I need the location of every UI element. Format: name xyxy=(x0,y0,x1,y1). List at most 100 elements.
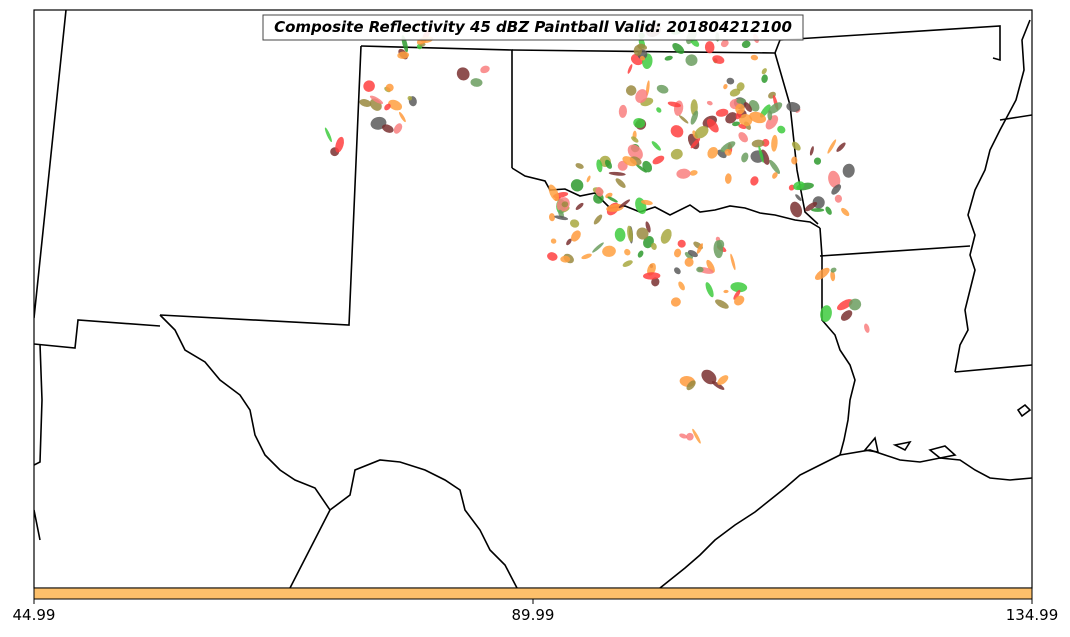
paintball-cell xyxy=(674,248,682,258)
paintball-cell xyxy=(864,323,870,333)
paintball-cell xyxy=(607,196,618,203)
paintball-cell xyxy=(670,297,681,307)
paintball-cell xyxy=(738,124,747,130)
paintball-cell xyxy=(456,67,470,81)
paintball-cell xyxy=(793,181,805,191)
paintball-cell xyxy=(643,272,661,280)
paintball-cell xyxy=(712,55,725,64)
paintball-cell xyxy=(813,157,822,165)
boundary-ar-south xyxy=(819,245,971,257)
paintball-cell xyxy=(711,381,725,390)
paintball-cell xyxy=(738,132,748,143)
paintball-cell xyxy=(735,103,745,115)
paintball-cell xyxy=(804,201,818,212)
paintball-cell xyxy=(684,257,694,267)
paintball-cell xyxy=(639,55,646,61)
paintball-cell xyxy=(761,74,768,83)
paintball-cell xyxy=(704,41,715,54)
paintball-cell xyxy=(561,201,569,208)
coast-island-2 xyxy=(863,436,880,453)
paintball-cell xyxy=(730,282,748,293)
paintball-cell xyxy=(741,40,751,48)
paintball-cell xyxy=(398,111,406,123)
boundary-mexico-south xyxy=(34,509,41,541)
paintball-cell xyxy=(744,102,752,113)
boundary-ok-panhandle-north xyxy=(360,45,513,168)
boundary-la-ms xyxy=(954,364,1032,373)
paintball-cell xyxy=(678,281,685,291)
paintball-cell xyxy=(751,139,765,148)
paintball-cell xyxy=(652,155,665,165)
paintball-cell xyxy=(713,240,724,259)
colorbar-tick-label-2: 134.99 xyxy=(1006,606,1059,624)
paintball-cell xyxy=(686,432,694,441)
paintball-cell xyxy=(828,170,841,188)
paintball-cell xyxy=(724,148,732,156)
paintball-cell xyxy=(726,77,735,85)
paintball-cell xyxy=(836,142,846,152)
paintball-cell xyxy=(324,127,332,143)
paintball-cell xyxy=(570,230,581,242)
paintball-cell xyxy=(636,227,649,240)
paintball-cell xyxy=(592,242,604,253)
paintball-cell xyxy=(706,118,719,133)
paintball-cell xyxy=(627,64,633,74)
paintball-cell xyxy=(795,194,802,201)
paintball-cell xyxy=(788,184,795,191)
state-boundaries xyxy=(34,10,1032,588)
paintball-cell xyxy=(679,433,688,439)
paintball-cell xyxy=(593,214,603,225)
coast-island-4 xyxy=(928,445,957,459)
paintball-cell xyxy=(637,250,644,258)
paintball-cell xyxy=(622,260,633,267)
paintball-cell xyxy=(758,145,764,163)
paintball-cell xyxy=(771,134,778,152)
paintball-cell xyxy=(672,42,685,55)
paintball-cell xyxy=(548,184,560,202)
title-box: Composite Reflectivity 45 dBZ Paintball … xyxy=(262,14,804,41)
paintball-cell xyxy=(678,115,689,124)
paintball-cell xyxy=(664,55,673,61)
paintball-cell xyxy=(385,83,394,92)
paintball-cell xyxy=(622,156,637,167)
paintball-cell xyxy=(840,310,853,321)
paintball-cell xyxy=(656,84,669,94)
coast-island-3 xyxy=(892,440,912,452)
paintball-cell xyxy=(690,138,701,149)
paintball-cell xyxy=(786,102,801,112)
boundary-mexico-west xyxy=(289,509,331,588)
boundary-ok-north xyxy=(511,25,1001,62)
paintball-cell xyxy=(608,171,626,176)
paintball-cell xyxy=(723,83,728,90)
paintball-cell xyxy=(670,148,683,160)
paintball-cell xyxy=(725,112,738,124)
paintball-cell xyxy=(651,141,661,151)
paintball-cell xyxy=(670,125,684,138)
paintball-cell xyxy=(586,175,591,183)
paintball-cell xyxy=(618,199,631,209)
paintball-cell xyxy=(554,215,569,221)
paintball-cell xyxy=(651,242,657,250)
paintball-cell xyxy=(848,298,862,311)
paintball-cell xyxy=(595,187,604,197)
paintball-cell xyxy=(626,85,637,96)
paintball-cell xyxy=(359,99,372,107)
coast-island-1 xyxy=(1016,403,1032,418)
paintball-cell xyxy=(717,375,729,386)
paintball-cell xyxy=(470,78,483,87)
paintball-cell xyxy=(689,170,698,176)
boundary-ms-north xyxy=(999,114,1032,121)
paintball-cell xyxy=(730,253,736,271)
paintball-cell xyxy=(814,267,830,280)
paintball-cell xyxy=(837,299,853,311)
paintball-cell xyxy=(830,267,837,273)
paintball-cell xyxy=(705,282,714,298)
paintball-cell xyxy=(791,156,798,165)
paintball-cell xyxy=(635,89,648,104)
paintball-cell xyxy=(631,136,639,143)
boundary-mexico-nm xyxy=(34,343,43,466)
boundary-red-river xyxy=(511,167,821,229)
paintball-cell xyxy=(480,65,490,74)
